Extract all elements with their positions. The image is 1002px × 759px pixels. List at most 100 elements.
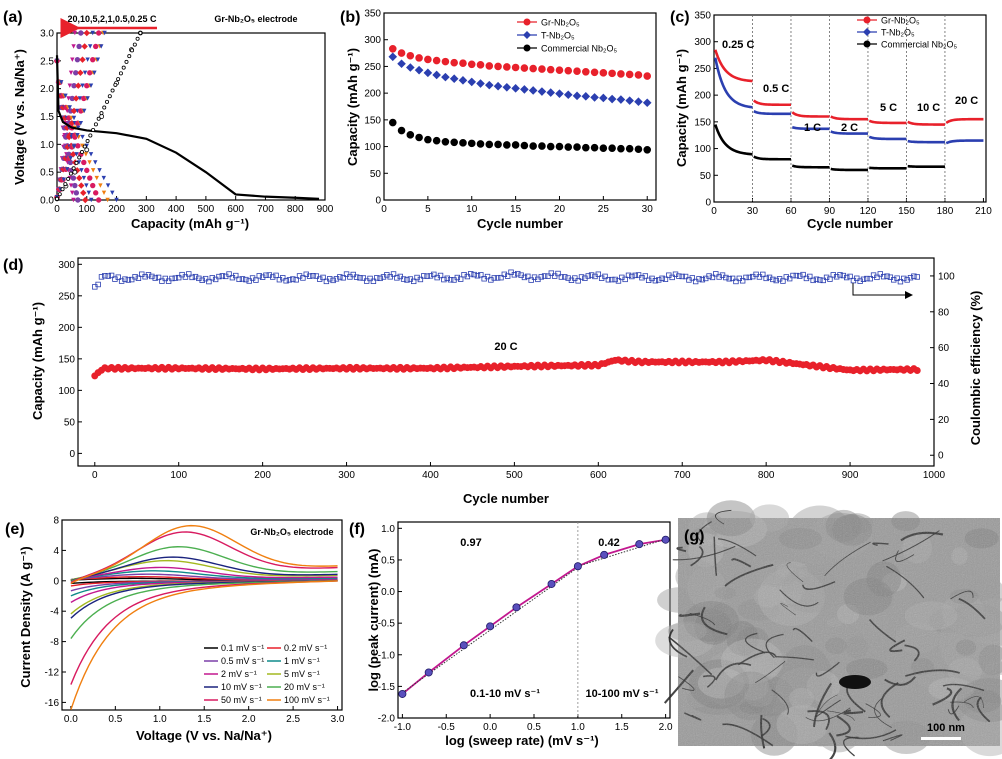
cv-anodic-8 xyxy=(70,531,338,584)
data-point-0 xyxy=(617,70,625,78)
data-point xyxy=(661,535,670,544)
coulombic-point xyxy=(105,273,111,279)
data-point-1 xyxy=(616,95,626,104)
coulombic-point xyxy=(827,276,833,282)
coulombic-point xyxy=(122,276,128,282)
rate-curve-point xyxy=(99,44,104,49)
data-point-2 xyxy=(564,143,573,151)
panel-a-xlabel: Capacity (mAh g⁻¹) xyxy=(131,216,249,231)
coulombic-point xyxy=(233,272,239,279)
rate-label: 5 C xyxy=(880,102,897,114)
coulombic-point xyxy=(377,275,383,282)
data-point-0 xyxy=(538,65,546,73)
legend-item: T-Nb₂O₅ xyxy=(881,28,915,38)
rate-curve-point xyxy=(76,174,83,182)
coulombic-point xyxy=(901,275,907,282)
coulombic-point xyxy=(417,276,424,283)
x-tick-label: 30 xyxy=(747,206,759,217)
data-point-0 xyxy=(503,63,511,71)
rate-curve-point xyxy=(79,56,86,63)
panel-a-rate-note: 20,10,5,2,1,0.5,0.25 C xyxy=(67,14,157,24)
data-point-1 xyxy=(572,91,582,101)
panel-a-title: Gr-Nb₂O₅ electrode xyxy=(214,14,297,24)
data-point-0 xyxy=(415,54,423,62)
rate-curve-point xyxy=(90,30,95,36)
rate-curve-point xyxy=(70,190,75,196)
rate-label: 10 C xyxy=(917,102,940,114)
data-point-2 xyxy=(511,141,520,149)
rate-curve-point xyxy=(101,190,107,196)
y2-tick-label: 0 xyxy=(938,451,944,462)
y-tick-label: 50 xyxy=(370,169,382,180)
coulombic-point xyxy=(427,273,434,279)
series-2-segment xyxy=(791,164,830,169)
x-tick-label: 700 xyxy=(257,204,274,215)
first-charge-point xyxy=(138,30,143,35)
y-tick-label: -1.0 xyxy=(378,650,396,661)
coulombic-point xyxy=(615,278,622,284)
y-tick-label: 350 xyxy=(694,11,711,22)
data-point-2 xyxy=(617,144,625,153)
data-point-2 xyxy=(520,141,529,150)
coulombic-point xyxy=(867,275,873,282)
coulombic-point xyxy=(699,276,706,283)
data-point-2 xyxy=(555,142,564,151)
coulombic-point xyxy=(441,276,447,283)
data-point-0 xyxy=(643,72,652,80)
first-charge-point xyxy=(72,169,78,175)
first-charge-point xyxy=(71,166,76,171)
coulombic-point xyxy=(605,277,612,283)
coulombic-point xyxy=(739,278,746,284)
series-0-segment xyxy=(714,49,753,83)
coulombic-point xyxy=(387,274,393,280)
coulombic-point xyxy=(706,273,712,279)
rate-curve-point xyxy=(75,82,82,89)
y-tick-label: 250 xyxy=(364,62,381,73)
coulombic-point xyxy=(162,275,168,282)
data-point-1 xyxy=(476,79,485,88)
y2-tick-label: 80 xyxy=(938,307,950,318)
coulombic-point xyxy=(367,275,373,282)
rate-curve-point xyxy=(87,70,93,76)
coulombic-point xyxy=(216,273,222,280)
coulombic-point xyxy=(327,276,333,282)
first-charge-point xyxy=(74,160,79,165)
data-point xyxy=(459,641,468,650)
x-tick-label: 300 xyxy=(338,470,355,481)
series-1-segment xyxy=(945,139,984,145)
series-2-segment xyxy=(830,167,868,172)
coulombic-point xyxy=(874,274,880,281)
panel-f-ylabel: log (peak current) (mA) xyxy=(366,548,381,691)
slope-right: 0.42 xyxy=(598,537,619,549)
coulombic-point xyxy=(511,272,518,278)
first-charge-point xyxy=(105,99,110,104)
series-2-segment xyxy=(753,155,791,161)
coulombic-point xyxy=(410,278,417,285)
coulombic-point xyxy=(212,276,219,283)
rate-curve-point xyxy=(80,83,85,88)
data-point xyxy=(486,622,495,631)
data-point-2 xyxy=(625,144,634,153)
rate-curve-point xyxy=(87,160,92,165)
rate-curve-point xyxy=(71,197,76,203)
data-point-1 xyxy=(441,72,450,82)
x-tick-label: 2.5 xyxy=(286,714,300,725)
coulombic-point xyxy=(528,277,534,283)
rate-curve-point xyxy=(80,189,87,197)
rate-curve-point xyxy=(86,190,91,196)
first-charge-point xyxy=(135,36,140,41)
coulombic-point xyxy=(199,277,205,283)
coulombic-point xyxy=(713,271,719,277)
rate-label: 20 C xyxy=(955,95,978,107)
series-1-segment xyxy=(791,125,830,131)
data-point-2 xyxy=(582,143,590,152)
rate-curve-point xyxy=(64,143,71,151)
rate-curve-point xyxy=(101,175,106,181)
y-tick-label: 350 xyxy=(364,9,381,20)
legend-item: 20 mV s⁻¹ xyxy=(284,682,325,692)
coulombic-point xyxy=(353,274,360,280)
rate-label: 0.5 C xyxy=(763,83,789,95)
coulombic-point xyxy=(642,273,649,279)
y-tick-label: -8 xyxy=(50,637,59,648)
rate-curve-point xyxy=(80,134,85,140)
